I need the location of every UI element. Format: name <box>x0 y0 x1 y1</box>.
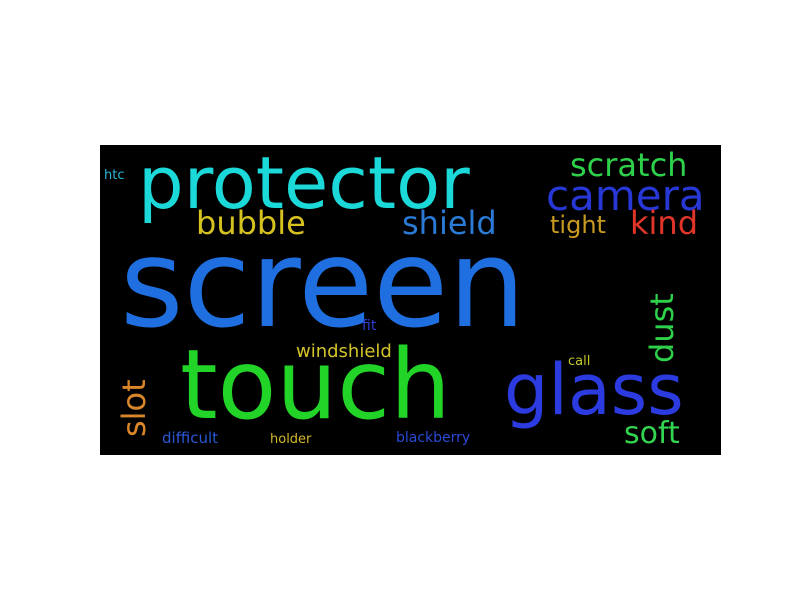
word-kind: kind <box>630 204 699 242</box>
word-protector: protector <box>138 145 470 225</box>
word-blackberry: blackberry <box>396 430 471 446</box>
word-shield: shield <box>402 204 497 242</box>
word-soft: soft <box>624 416 680 451</box>
word-dust: dust <box>643 293 681 363</box>
word-cloud: screen touch protector glass camera scra… <box>100 145 721 455</box>
word-fit: fit <box>362 318 377 334</box>
word-call: call <box>568 354 591 369</box>
word-camera: camera <box>546 171 705 220</box>
word-slot: slot <box>115 379 153 437</box>
word-holder: holder <box>270 432 312 447</box>
word-htc: htc <box>104 168 125 183</box>
word-glass: glass <box>504 349 684 431</box>
word-windshield: windshield <box>296 341 392 362</box>
word-touch: touch <box>180 329 451 441</box>
word-tight: tight <box>550 211 606 239</box>
word-screen: screen <box>120 213 526 355</box>
word-scratch: scratch <box>570 146 688 184</box>
word-difficult: difficult <box>162 429 218 447</box>
word-bubble: bubble <box>196 204 306 242</box>
